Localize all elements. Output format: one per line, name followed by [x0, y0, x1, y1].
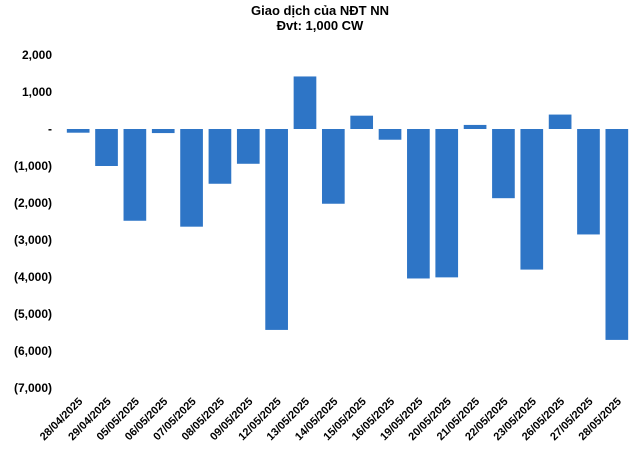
x-axis: 28/04/202529/04/202505/05/202506/05/2025…: [38, 396, 624, 443]
y-tick-label: (3,000): [14, 233, 52, 247]
bar: [492, 129, 515, 199]
bar: [463, 124, 487, 129]
bar: [123, 129, 147, 221]
y-tick-label: 1,000: [22, 85, 52, 99]
bar: [435, 129, 459, 278]
bar: [293, 76, 317, 129]
y-axis: 2,000 1,000 - (1,000) (2,000) (3,000) (4,000) (…: [14, 48, 52, 395]
bar: [548, 114, 572, 129]
chart-title: Giao dịch của NĐT NN: [251, 3, 389, 18]
y-tick-label: (5,000): [14, 307, 52, 321]
bar: [321, 129, 345, 204]
y-tick-label: -: [48, 122, 52, 136]
y-tick-label: (2,000): [14, 196, 52, 210]
bar: [605, 129, 629, 340]
chart-subtitle: Đvt: 1,000 CW: [277, 18, 364, 33]
bar: [95, 129, 118, 166]
bar: [236, 129, 260, 164]
bar: [265, 129, 288, 330]
bar: [378, 129, 402, 140]
y-tick-label: (4,000): [14, 270, 52, 284]
bar: [520, 129, 544, 270]
y-tick-label: (1,000): [14, 159, 52, 173]
bar: [66, 129, 90, 133]
bar: [407, 129, 430, 279]
bar: [577, 129, 600, 235]
y-tick-label: (7,000): [14, 381, 52, 395]
bar: [151, 129, 175, 134]
y-tick-label: 2,000: [22, 48, 52, 62]
bar: [180, 129, 203, 227]
bar: [208, 129, 232, 184]
y-tick-label: (6,000): [14, 344, 52, 358]
bar: [350, 115, 374, 129]
bars: [66, 76, 629, 340]
